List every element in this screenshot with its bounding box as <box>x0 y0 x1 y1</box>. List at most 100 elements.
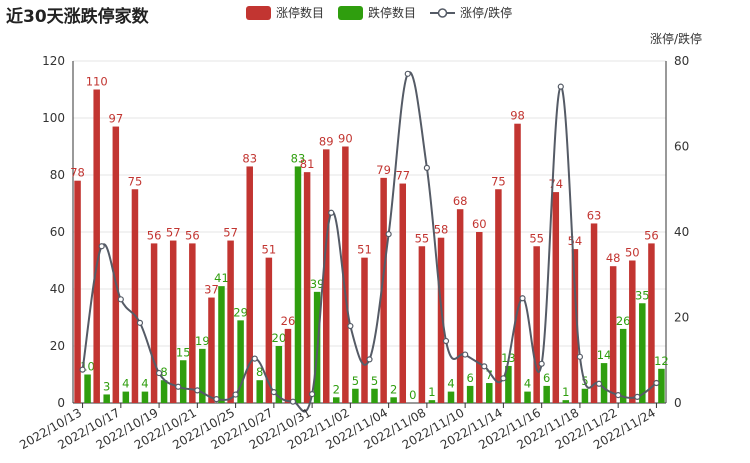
data-label-limit-up: 56 <box>147 228 162 242</box>
bar-limit-down <box>639 303 646 403</box>
data-label-limit-up: 37 <box>204 283 219 297</box>
data-label-limit-up: 97 <box>109 112 124 126</box>
chart-title: 近30天涨跌停家数 <box>6 7 149 27</box>
ratio-point <box>404 70 411 77</box>
bar-limit-down <box>160 380 168 403</box>
bar-limit-down <box>179 360 187 403</box>
data-label-limit-up: 51 <box>262 243 277 257</box>
legend-item-limit-up[interactable]: 涨停数目 <box>246 4 324 21</box>
y-tick-label: 20 <box>50 339 65 353</box>
y-tick-label: 80 <box>50 168 65 182</box>
bar-limit-up <box>74 180 81 403</box>
ratio-point <box>366 356 373 363</box>
data-label-limit-up: 57 <box>166 226 181 240</box>
data-label-limit-down: 5 <box>352 374 359 388</box>
data-label-limit-down: 3 <box>103 379 110 393</box>
data-label-limit-down: 2 <box>390 382 397 396</box>
legend-item-ratio[interactable]: 涨停/跌停 <box>430 4 512 21</box>
bar-limit-down <box>390 397 397 403</box>
bar-limit-down <box>141 391 149 403</box>
data-label-limit-up: 54 <box>568 234 583 248</box>
data-label-limit-up: 89 <box>319 134 334 148</box>
bar-limit-up <box>112 126 120 404</box>
y2-tick-label: 40 <box>674 225 689 239</box>
data-label-limit-up: 75 <box>128 174 143 188</box>
bar-limit-down <box>619 328 627 403</box>
bar-limit-down <box>371 388 378 403</box>
ratio-point <box>155 369 163 377</box>
bar-limit-up <box>246 166 253 403</box>
data-label-limit-down: 4 <box>447 377 454 391</box>
bar-limit-down <box>524 391 531 403</box>
ratio-point <box>328 209 335 216</box>
data-label-limit-up: 75 <box>491 174 506 188</box>
y-tick-label: 0 <box>57 396 65 410</box>
data-label-limit-down: 8 <box>160 365 167 379</box>
ratio-point <box>347 322 354 330</box>
y-tick-label: 120 <box>42 54 65 68</box>
bar-limit-up <box>495 189 502 403</box>
ratio-point <box>213 396 220 403</box>
bar-limit-down <box>600 363 608 403</box>
bar-limit-up <box>552 192 560 403</box>
y2-tick-label: 80 <box>674 54 689 68</box>
data-label-limit-down: 4 <box>141 377 148 391</box>
bar-limit-down <box>447 391 455 403</box>
ratio-point <box>136 319 144 326</box>
bar-limit-down <box>581 388 589 403</box>
data-label-limit-up: 26 <box>281 314 296 328</box>
bar-limit-up <box>476 232 483 403</box>
data-label-limit-up: 56 <box>644 228 659 242</box>
data-label-limit-down: 39 <box>310 277 325 291</box>
right-axis-name: 涨停/跌停 <box>649 32 702 46</box>
legend-swatch-limit-down <box>338 5 364 20</box>
bar-limit-up <box>399 183 407 403</box>
bar-limit-down <box>84 374 91 403</box>
bar-limit-up <box>189 243 196 403</box>
ratio-point <box>519 295 526 302</box>
ratio-point <box>538 360 545 367</box>
ratio-point <box>481 363 488 370</box>
data-label-limit-up: 77 <box>395 169 410 183</box>
y2-tick-label: 60 <box>674 140 689 154</box>
ratio-point <box>442 337 450 345</box>
data-label-limit-down: 7 <box>486 368 493 382</box>
data-label-limit-up: 57 <box>223 226 238 240</box>
bar-limit-up <box>361 257 368 403</box>
data-label-limit-down: 1 <box>428 385 435 399</box>
y-tick-label: 60 <box>50 225 65 239</box>
bar-limit-up <box>284 328 292 403</box>
data-label-limit-up: 48 <box>606 251 621 265</box>
ratio-point <box>175 383 182 390</box>
data-label-limit-down: 35 <box>635 288 650 302</box>
bar-limit-up <box>648 243 655 403</box>
bar-limit-down <box>103 394 110 403</box>
bar-limit-down <box>294 166 302 403</box>
bar-limit-up <box>609 266 617 403</box>
legend-line-icon <box>430 7 456 18</box>
data-label-limit-down: 2 <box>333 382 340 396</box>
bar-limit-up <box>265 257 273 403</box>
bar-limit-down <box>543 385 550 403</box>
bar-limit-down <box>275 346 283 403</box>
legend-label-limit-down: 跌停数目 <box>368 6 417 20</box>
bar-limit-up <box>456 209 464 403</box>
legend-item-limit-down[interactable]: 跌停数目 <box>338 4 416 21</box>
data-label-limit-down: 1 <box>562 385 569 399</box>
y2-tick-label: 20 <box>674 311 689 325</box>
bar-limit-down <box>562 400 570 403</box>
ratio-point <box>653 379 660 387</box>
bar-limit-down <box>218 286 225 403</box>
y-tick-label: 40 <box>50 282 65 296</box>
data-label-limit-up: 110 <box>86 75 108 89</box>
data-label-limit-down: 0 <box>409 388 416 402</box>
data-label-limit-up: 81 <box>300 157 315 171</box>
bar-limit-up <box>437 237 445 403</box>
data-label-limit-up: 60 <box>472 217 487 231</box>
bar-limit-up <box>303 172 311 403</box>
bar-limit-up <box>418 246 426 403</box>
bar-limit-up <box>131 189 139 403</box>
data-label-limit-down: 4 <box>524 377 531 391</box>
ratio-point <box>79 366 86 373</box>
